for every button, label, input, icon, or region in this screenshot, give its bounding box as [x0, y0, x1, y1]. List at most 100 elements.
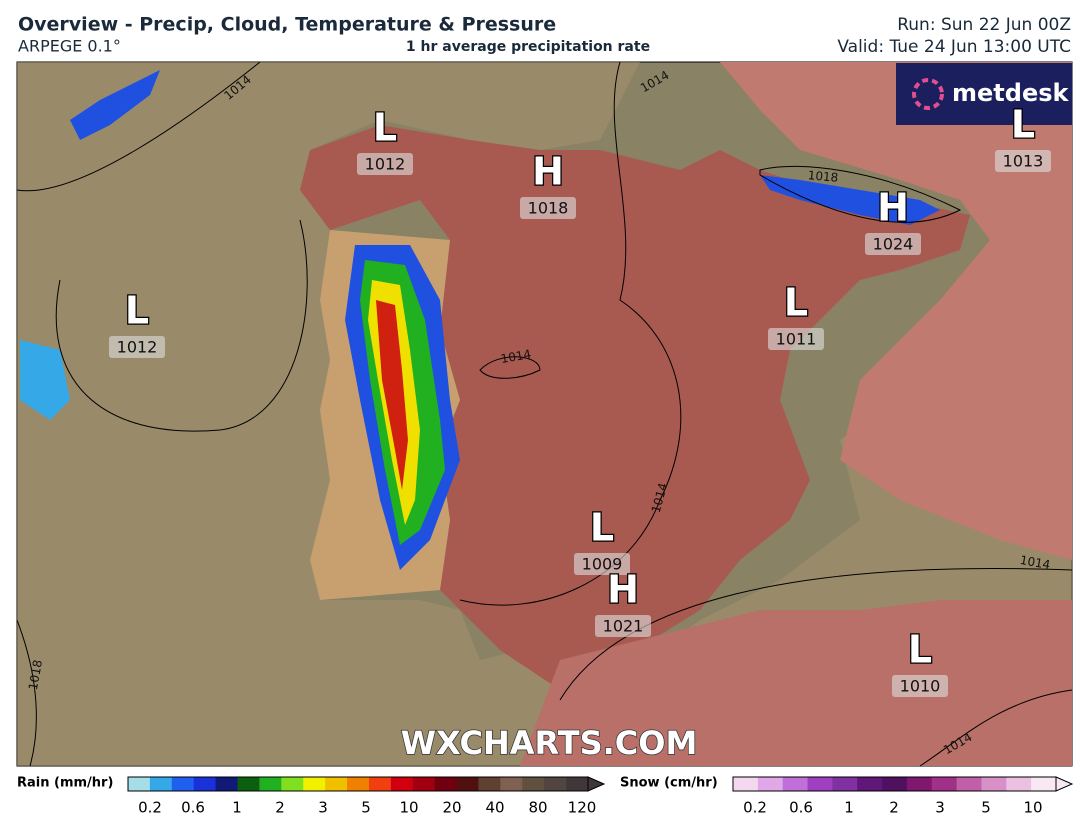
legend-swatch — [931, 777, 958, 791]
legend-swatch — [478, 777, 501, 791]
legend-swatch — [171, 777, 195, 791]
legend-border — [127, 776, 589, 792]
legend-swatch — [412, 777, 436, 791]
legend-swatch — [347, 777, 370, 791]
pressure-value: 1021 — [603, 617, 644, 636]
legend-label: 80 — [528, 799, 547, 817]
legend-label: 5 — [361, 799, 371, 817]
legend-swatch — [733, 777, 759, 791]
pressure-letter: L — [1011, 103, 1035, 147]
legend-swatch — [807, 777, 833, 791]
legend-label: 10 — [1023, 799, 1042, 817]
france-sea — [720, 62, 1072, 560]
pressure-label-box — [574, 553, 630, 575]
legend-label: 3 — [318, 799, 328, 817]
legend-swatch — [456, 777, 479, 791]
isobar-label: 1014 — [500, 347, 533, 366]
pressure-letter: L — [373, 106, 397, 150]
rain-band — [760, 175, 940, 225]
pressure-letter: L — [908, 628, 932, 672]
legend-label: 120 — [568, 799, 597, 817]
legend-swatch — [368, 777, 392, 791]
pressure-value: 1011 — [776, 330, 817, 349]
legend-swatch — [782, 777, 809, 791]
pressure-letter: H — [607, 568, 639, 612]
rain-patch — [20, 340, 70, 420]
legend-label: 2 — [889, 799, 899, 817]
run-time: Run: Sun 22 Jun 00Z — [897, 15, 1071, 35]
legend-swatch — [544, 777, 567, 791]
pressure-label-box — [768, 328, 824, 350]
legend-swatch — [303, 777, 326, 791]
pressure-label-box — [892, 675, 948, 697]
legend-arrow — [1055, 776, 1074, 792]
pressure-value: 1018 — [528, 199, 569, 218]
rain-legend-title: Rain (mm/hr) — [17, 776, 113, 791]
valid-time: Valid: Tue 24 Jun 13:00 UTC — [837, 37, 1071, 57]
legend-swatch — [215, 777, 239, 791]
legend-swatch — [956, 777, 982, 791]
rain-band — [376, 300, 408, 490]
pressure-letter: H — [877, 186, 909, 230]
pressure-value: 1024 — [873, 235, 914, 254]
rain-patch — [70, 70, 160, 140]
pressure-label-box — [595, 615, 651, 637]
pressure-value: 1012 — [365, 155, 406, 174]
logo-box — [896, 63, 1072, 125]
legend-label: 1 — [844, 799, 854, 817]
legend-swatch — [128, 777, 151, 791]
legend-swatch — [857, 777, 883, 791]
legend-swatch — [149, 777, 173, 791]
pressure-letter: H — [532, 150, 564, 194]
isobar-label: 1018 — [26, 659, 45, 692]
legend-label: 0.2 — [743, 799, 767, 817]
legend-swatch — [434, 777, 458, 791]
iberia — [300, 125, 970, 690]
pressure-value: 1012 — [117, 338, 158, 357]
legend-swatch — [325, 777, 348, 791]
legend-swatch — [1031, 777, 1057, 791]
legend-border — [732, 776, 1057, 792]
legend-arrow — [587, 776, 606, 792]
legend-swatch — [193, 777, 217, 791]
legend-swatch — [757, 777, 784, 791]
watermark: WXCHARTS.COM — [401, 724, 698, 762]
legend-label: 3 — [935, 799, 945, 817]
isobar-label: 1014 — [1019, 553, 1052, 572]
legend-swatch — [259, 777, 282, 791]
legend-label: 5 — [981, 799, 991, 817]
title: Overview - Precip, Cloud, Temperature & … — [18, 14, 556, 36]
pressure-value: 1009 — [582, 555, 623, 574]
pressure-label-box — [357, 153, 413, 175]
isobars — [16, 61, 1073, 767]
legend-label: 0.6 — [789, 799, 813, 817]
logo: metdesk — [952, 79, 1070, 107]
legend-swatch — [390, 777, 414, 791]
logo-icon — [912, 78, 944, 110]
pressure-label-box — [995, 150, 1051, 172]
africa — [520, 600, 1072, 766]
pressure-label-box — [865, 233, 921, 255]
legend-swatch — [281, 777, 304, 791]
pressure-value: 1013 — [1003, 152, 1044, 171]
isobar-label: 1018 — [807, 168, 839, 185]
pressure-label-box — [109, 336, 165, 358]
legend-label: 1 — [232, 799, 242, 817]
legend-swatch — [906, 777, 933, 791]
legend-swatch — [500, 777, 523, 791]
legend-swatch — [237, 777, 260, 791]
legend-swatch — [1006, 777, 1032, 791]
subtitle: 1 hr average precipitation rate — [406, 39, 650, 55]
legend-swatch — [522, 777, 545, 791]
legend-swatch — [882, 777, 908, 791]
pressure-letter: L — [125, 289, 149, 333]
model: ARPEGE 0.1° — [18, 37, 121, 56]
legend-swatch — [832, 777, 858, 791]
legend-swatch — [981, 777, 1007, 791]
legend-label: 0.6 — [181, 799, 205, 817]
legend-label: 2 — [275, 799, 285, 817]
pressure-value: 1010 — [900, 677, 941, 696]
legend-label: 20 — [442, 799, 461, 817]
